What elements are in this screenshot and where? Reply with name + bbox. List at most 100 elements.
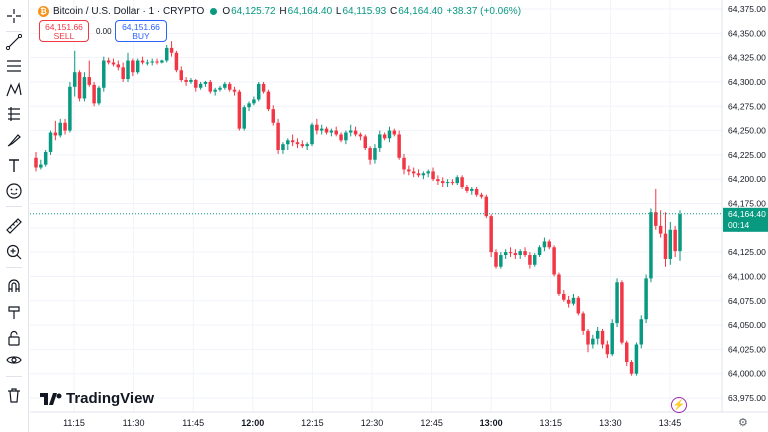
low-label: L [335,5,342,17]
close-value: 64,164.40 [398,5,443,17]
price-axis-label: 64,225.00 [728,150,766,160]
candle-body [494,252,498,267]
candle-body [610,323,614,355]
settings-gear-icon[interactable]: ⚙ [738,417,748,429]
high-label: H [279,5,287,17]
toolbar-divider [6,267,22,268]
toolbar-divider [6,31,22,32]
candle-body [174,52,179,71]
candle-body [474,188,479,195]
candle-body [208,81,213,92]
candle-body [654,212,658,226]
candle-body [620,282,624,343]
candle-body [465,186,469,191]
candle-body [411,171,416,174]
crosshair-icon[interactable] [2,4,26,28]
candle-body [363,136,368,149]
candle-body [194,79,198,88]
open-value: 64,125.72 [231,5,276,17]
candle-body [145,62,150,64]
candle-body [126,60,130,80]
buy-button[interactable]: 64,151.66 BUY [115,20,167,42]
brush-icon[interactable] [2,128,26,152]
price-axis-label: 64,175.00 [728,199,766,209]
candle-body [164,47,169,61]
zoom-in-icon[interactable] [2,240,26,264]
candle-body [489,216,493,253]
price-axis-label: 64,100.00 [728,271,766,281]
trash-icon[interactable] [2,383,26,407]
candle-body [48,132,53,152]
candle-body [552,247,556,275]
candle-body [562,293,566,300]
sell-button[interactable]: 64,151.66 SELL [39,20,89,42]
candle-body [58,122,62,136]
candle-body [39,164,43,168]
lock-icon[interactable] [2,326,26,350]
symbol-title[interactable]: Bitcoin / U.S. Dollar · 1 · CRYPTO [53,5,205,17]
tradingview-logo-icon [40,392,62,405]
emoji-icon[interactable] [2,179,26,203]
close-label: C [390,5,398,17]
candle-body [440,181,445,184]
candle-body [508,252,513,254]
candle-body [479,194,484,197]
drawing-toolbar [0,0,29,432]
candle-body [470,188,474,191]
candle-body [378,134,382,149]
projection-icon[interactable] [2,102,26,126]
logo-text: TradingView [66,390,155,407]
time-axis-label: 12:00 [241,418,264,428]
candle-body [566,299,571,304]
candle-body [615,282,619,324]
eye-icon[interactable] [2,348,26,372]
time-axis-label: 13:45 [659,418,682,428]
candle-body [639,319,644,345]
trend-line-icon[interactable] [2,30,26,54]
candle-body [571,297,576,304]
pin-icon[interactable] [2,300,26,324]
price-axis-label: 64,375.00 [728,4,766,14]
time-axis-label: 13:30 [599,418,622,428]
candle-body [402,157,406,170]
candle-body [43,151,48,165]
countdown-label: 00:14 [728,220,750,230]
ohlc-values: O64,125.72 H64,164.40 L64,115.93 C64,164… [222,6,522,17]
time-axis-label: 12:45 [420,418,443,428]
candle-body [595,330,600,339]
candle-body [450,182,455,184]
candle-body [484,196,489,217]
candle-body [223,83,227,88]
price-axis-label: 64,350.00 [728,28,766,38]
candle-body [436,179,440,182]
high-value: 64,164.40 [287,5,333,17]
candle-body [256,83,261,100]
candle-body [373,148,377,160]
candle-body [290,140,295,143]
tradingview-logo[interactable]: TradingView [40,390,154,407]
toolbar-divider [6,376,22,377]
price-axis-label: 64,075.00 [728,296,766,306]
candle-body [72,72,77,87]
magnet-icon[interactable] [2,274,26,298]
sell-price: 64,151.66 [45,22,83,32]
candle-body [319,128,324,131]
candle-body [242,107,246,129]
time-axis-label: 11:45 [182,418,204,428]
last-price-badge [723,207,768,232]
spread-value: 0.00 [96,27,112,36]
candle-body [184,79,188,82]
pattern-icon[interactable] [2,78,26,102]
fib-icon[interactable] [2,54,26,78]
ruler-icon[interactable] [2,214,26,238]
candle-body [518,251,522,256]
text-icon[interactable] [2,154,26,178]
candle-body [102,60,106,88]
candle-body [87,77,92,85]
time-axis-label: 12:30 [361,418,384,428]
candle-body [315,124,319,131]
candle-body [426,171,430,174]
lightning-icon[interactable]: ⚡ [671,397,687,413]
candle-body [528,255,532,265]
